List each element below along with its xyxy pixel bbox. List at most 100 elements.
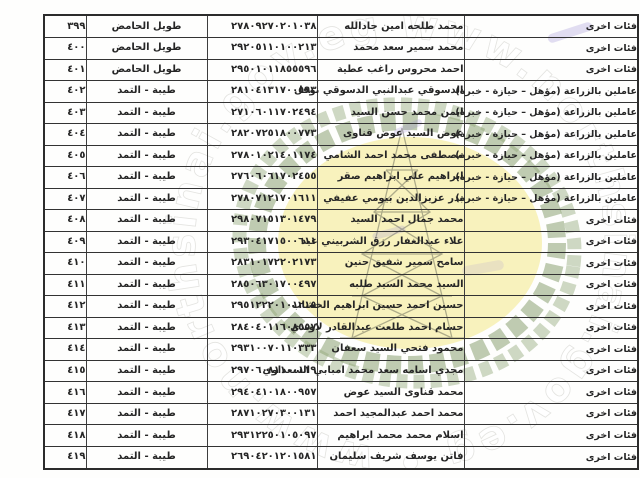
cell-name: محمد طلحه امين جادالله (316, 14, 465, 38)
table-row: ٤٠٣ طيبة - التمد ٢٧١٠٦٠١١٧٠٢٤٩٤ ايمن محمد ح… (43, 101, 639, 125)
cell-serial: ٤١٤ (43, 338, 87, 361)
cell-national-id: ٢٩٢٠٥١١٠١٠٠٢١٣ (206, 37, 318, 60)
cell-national-id: ٢٩٤٠٤١٠١٨٠٠٩٥٧ (206, 381, 318, 404)
cell-region: طيبة - التمد (85, 230, 208, 254)
cell-serial: ٤٠١ (43, 58, 87, 82)
cell-category: فئات اخرى (463, 338, 639, 361)
cell-category: عاملين بالزراعة (مؤهل – حيازة - خبرة) (455, 80, 639, 103)
cell-name: فاتن يوسف شريف سليمان (316, 445, 465, 470)
cell-region: طيبة - التمد (85, 295, 208, 318)
cell-category: فئات اخرى (463, 37, 639, 60)
cell-name: حسين احمد حسين ابراهيم الخشاب (291, 295, 465, 318)
cell-region: طويل الحامض (85, 58, 208, 82)
table-row: ٤١٣ طيبة - التمد ٢٨٤٠٤٠١١٦٠٨٥٥٧ حسام احمد ط… (43, 316, 639, 340)
cell-name: عوض السيد عوض قناوى (316, 123, 465, 146)
cell-category: فئات اخرى (463, 359, 639, 383)
cell-category: فئات اخرى (463, 424, 639, 447)
cell-serial: ٤١١ (43, 273, 87, 297)
table-row: ٤١٥ طيبة - التمد ٢٩٧٠٦٠٨١١٠٠١١٩ مجدي اسامه … (43, 359, 639, 383)
cell-national-id: ٢٧٨٠١٠٢١٤٠١١٧٤ (206, 144, 318, 168)
records-table: ٣٩٩ طويل الحامض ٢٧٨٠٩٢٧٠٢٠١٠٣٨ محمد طلحه ام… (43, 14, 639, 470)
cell-category: فئات اخرى (463, 316, 639, 340)
cell-category: فئات اخرى (463, 209, 639, 232)
cell-national-id: ٢٨٧١٠٢٧٠٣٠٠١٣١ (206, 402, 318, 426)
cell-region: طيبة - التمد (85, 359, 208, 383)
cell-category: عاملين بالزراعة (مؤهل – حيازة - خبرة) (455, 144, 639, 168)
cell-name: ايمن محمد حسن السيد (316, 101, 465, 125)
cell-national-id: ٢٧٨٠٧١٢١٧٠١٦١١ (206, 187, 318, 211)
table-row: ٤٠٦ طيبة - التمد ٢٧٦٠٦٠٦١٧٠٢٤٥٥ ابراهيم علي… (43, 166, 639, 189)
cell-category: فئات اخرى (463, 230, 639, 254)
cell-region: طيبة - التمد (85, 445, 208, 470)
table-row: ٤٠٧ طيبة - التمد ٢٧٨٠٧١٢١٧٠١٦١١ بدر عزيزالد… (43, 187, 639, 211)
cell-region: طيبة - التمد (85, 338, 208, 361)
cell-name: ابراهيم علي ابراهيم صقر (316, 166, 465, 189)
cell-category: عاملين بالزراعة (مؤهل – حيازة - خبرة) (455, 166, 639, 189)
cell-serial: ٤١٠ (43, 252, 87, 275)
cell-name: احمد محروس راغب عطية (316, 58, 465, 82)
table-row: ٤١١ طيبة - التمد ٢٨٥٠٦٣٠١٧٠٠٤٩٧ السيد محمد … (43, 273, 639, 297)
cell-national-id: ٢٧٨٠٩٢٧٠٢٠١٠٣٨ (206, 14, 318, 38)
cell-region: طويل الحامض (85, 14, 208, 38)
cell-serial: ٤٠٩ (43, 230, 87, 254)
cell-name: محمد سمير سعد محمد (316, 37, 465, 60)
cell-name: محمد قناوى السيد عوض (316, 381, 465, 404)
cell-region: طيبة - التمد (85, 123, 208, 146)
cell-name: محمود فتحي السيد سعفان (316, 338, 465, 361)
cell-name: مصطفى محمد احمد الشامي (316, 144, 465, 168)
cell-region: طيبة - التمد (85, 381, 208, 404)
cell-category: فئات اخرى (463, 252, 639, 275)
table-row: ٤١٨ طيبة - التمد ٢٩٣١٢٢٥٠١٠٥٠٩٧ اسلام محمد … (43, 424, 639, 447)
cell-name: علاء عبدالغفار رزق الشربيني عيد (301, 230, 465, 254)
cell-serial: ٤١٧ (43, 402, 87, 426)
cell-serial: ٤٠٣ (43, 101, 87, 125)
cell-serial: ٤٠٥ (43, 144, 87, 168)
cell-region: طيبة - التمد (85, 273, 208, 297)
records-table-body: ٣٩٩ طويل الحامض ٢٧٨٠٩٢٧٠٢٠١٠٣٨ محمد طلحه ام… (43, 14, 639, 470)
cell-serial: ٤٠٨ (43, 209, 87, 232)
cell-serial: ٤١٥ (43, 359, 87, 383)
cell-region: طيبة - التمد (85, 252, 208, 275)
table-row: ٤١٧ طيبة - التمد ٢٨٧١٠٢٧٠٣٠٠١٣١ محمد احمد ع… (43, 402, 639, 426)
cell-serial: ٤٠٤ (43, 123, 87, 146)
cell-category: عاملين بالزراعة (مؤهل – حيازة - خبرة) (455, 123, 639, 146)
table-row: ٤٠٠ طويل الحامض ٢٩٢٠٥١١٠١٠٠٢١٣ محمد سمير سع… (43, 37, 639, 60)
cell-serial: ٣٩٩ (43, 14, 87, 38)
cell-national-id: ٢٨٣١٠١٧٢٢٠٢١٧٣ (206, 252, 318, 275)
cell-name: محمد جمال احمد السيد (316, 209, 465, 232)
table-row: ٤٠٨ طيبة - التمد ٢٩٨٠٧١٥١٣٠١٤٧٩ محمد جمال ا… (43, 209, 639, 232)
cell-serial: ٤٠٢ (43, 80, 87, 103)
cell-region: طويل الحامض (85, 37, 208, 60)
cell-national-id: ٢٩٣١٢٢٥٠١٠٥٠٩٧ (206, 424, 318, 447)
cell-category: فئات اخرى (463, 58, 639, 82)
cell-category: فئات اخرى (463, 295, 639, 318)
table-row: ٤١٢ طيبة - التمد ٢٩٥١٢٢٢٠١٠١٢١٥ حسين احمد ح… (43, 295, 639, 318)
cell-national-id: ٢٧١٠٦٠١١٧٠٢٤٩٤ (206, 101, 318, 125)
cell-serial: ٤٠٧ (43, 187, 87, 211)
cell-name: بدر عزيزالدين بيومي عفيفي (316, 187, 465, 211)
cell-category: فئات اخرى (463, 273, 639, 297)
cell-national-id: ٢٩٣١٠٠٧٠١١٠٣٣٣ (206, 338, 318, 361)
cell-region: طيبة - التمد (85, 166, 208, 189)
cell-serial: ٤١٩ (43, 445, 87, 470)
cell-name: اسلام محمد محمد ابراهيم (316, 424, 465, 447)
table-row: ٤١٠ طيبة - التمد ٢٨٣١٠١٧٢٢٠٢١٧٣ سامح سمير ش… (43, 252, 639, 275)
cell-region: طيبة - التمد (85, 316, 208, 340)
table-row: ٤٠٢ طيبة - التمد ٢٨١٠٤١٣١٧٠٠٥٩٣ الدسوقي عبد… (43, 80, 639, 103)
cell-region: طيبة - التمد (85, 424, 208, 447)
cell-name: الدسوقي عبدالنبي الدسوقي نوفل (294, 80, 465, 103)
cell-region: طيبة - التمد (85, 209, 208, 232)
cell-name: مجدي اسامه سعد محمد امبابي السعداوي (262, 359, 465, 383)
cell-category: فئات اخرى (463, 381, 639, 404)
table-row: ٤٠٩ طيبة - التمد ٢٩٣٠٤١٧١٥٠٠٦١١ علاء عبدالغ… (43, 230, 639, 254)
table-row: ٣٩٩ طويل الحامض ٢٧٨٠٩٢٧٠٢٠١٠٣٨ محمد طلحه ام… (43, 14, 639, 38)
cell-name: محمد احمد عبدالمجيد احمد (316, 402, 465, 426)
cell-name: سامح سمير شفيق حنين (316, 252, 465, 275)
table-row: ٤٠٥ طيبة - التمد ٢٧٨٠١٠٢١٤٠١١٧٤ مصطفى محمد … (43, 144, 639, 168)
cell-category: فئات اخرى (463, 402, 639, 426)
cell-serial: ٤٠٠ (43, 37, 87, 60)
cell-national-id: ٢٨٢٠٧٢٥١٨٠٠٧٧٣ (206, 123, 318, 146)
table-row: ٤١٦ طيبة - التمد ٢٩٤٠٤١٠١٨٠٠٩٥٧ محمد قناوى … (43, 381, 639, 404)
cell-national-id: ٢٨٥٠٦٣٠١٧٠٠٤٩٧ (206, 273, 318, 297)
